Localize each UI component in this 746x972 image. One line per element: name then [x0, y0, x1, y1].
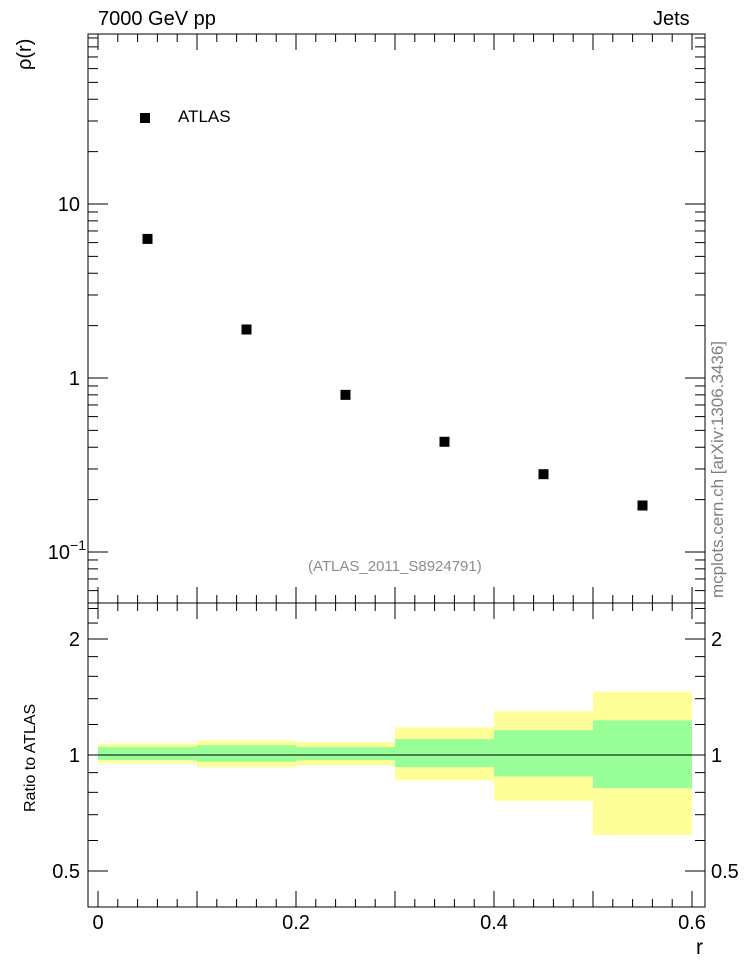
ratio-band-inner-1	[197, 745, 296, 762]
x-tick-label-0: 0	[92, 912, 103, 934]
x-tick-label-1: 0.2	[282, 912, 310, 934]
legend-marker-atlas	[140, 113, 150, 123]
ratio-y-axis-label: Ratio to ATLAS	[22, 703, 39, 812]
ratio-y-tick-label-right-2: 2	[711, 629, 722, 651]
ratio-band-inner-5	[593, 720, 692, 789]
data-point-5	[637, 500, 648, 511]
main-y-tick-label-0: 10−1	[48, 537, 86, 564]
ratio-bands	[98, 691, 692, 836]
x-tick-label-3: 0.6	[678, 912, 706, 934]
main-y-tick-label-1: 1	[69, 368, 80, 390]
ratio-band-inner-3	[395, 739, 494, 768]
x-axis-label: r	[696, 936, 703, 959]
data-point-0	[142, 233, 153, 244]
data-point-4	[538, 469, 549, 480]
data-point-1	[241, 324, 252, 335]
ratio-y-tick-label-left-2: 2	[69, 629, 80, 651]
ratio-band-inner-0	[98, 746, 197, 761]
ratio-y-tick-label-right-0: 0.5	[711, 861, 739, 883]
ratio-band-inner-2	[296, 746, 395, 761]
x-tick-label-2: 0.4	[480, 912, 508, 934]
main-data-points	[142, 233, 648, 511]
data-point-2	[340, 389, 351, 400]
analysis-tag: (ATLAS_2011_S8924791)	[308, 558, 482, 575]
data-point-3	[439, 436, 450, 447]
main-y-tick-label-2: 10	[58, 194, 80, 216]
legend-marker	[140, 113, 150, 123]
axis-tick-labels: 10−1 1 10 0.5 0.5 1 1 2 2 0 0.2 0.4 0.6	[48, 194, 739, 934]
main-y-axis-label: ρ(r)	[14, 38, 36, 70]
ratio-y-tick-label-left-0: 0.5	[52, 861, 80, 883]
ratio-y-tick-label-right-1: 1	[711, 745, 722, 767]
header-right: Jets	[653, 8, 690, 30]
header-left: 7000 GeV pp	[98, 8, 216, 30]
ratio-y-tick-label-left-1: 1	[69, 745, 80, 767]
legend-label-atlas: ATLAS	[178, 107, 231, 126]
axis-ticks	[88, 34, 705, 907]
ratio-band-inner-4	[494, 730, 593, 777]
side-label: mcplots.cern.ch [arXiv:1306.3436]	[708, 340, 727, 598]
